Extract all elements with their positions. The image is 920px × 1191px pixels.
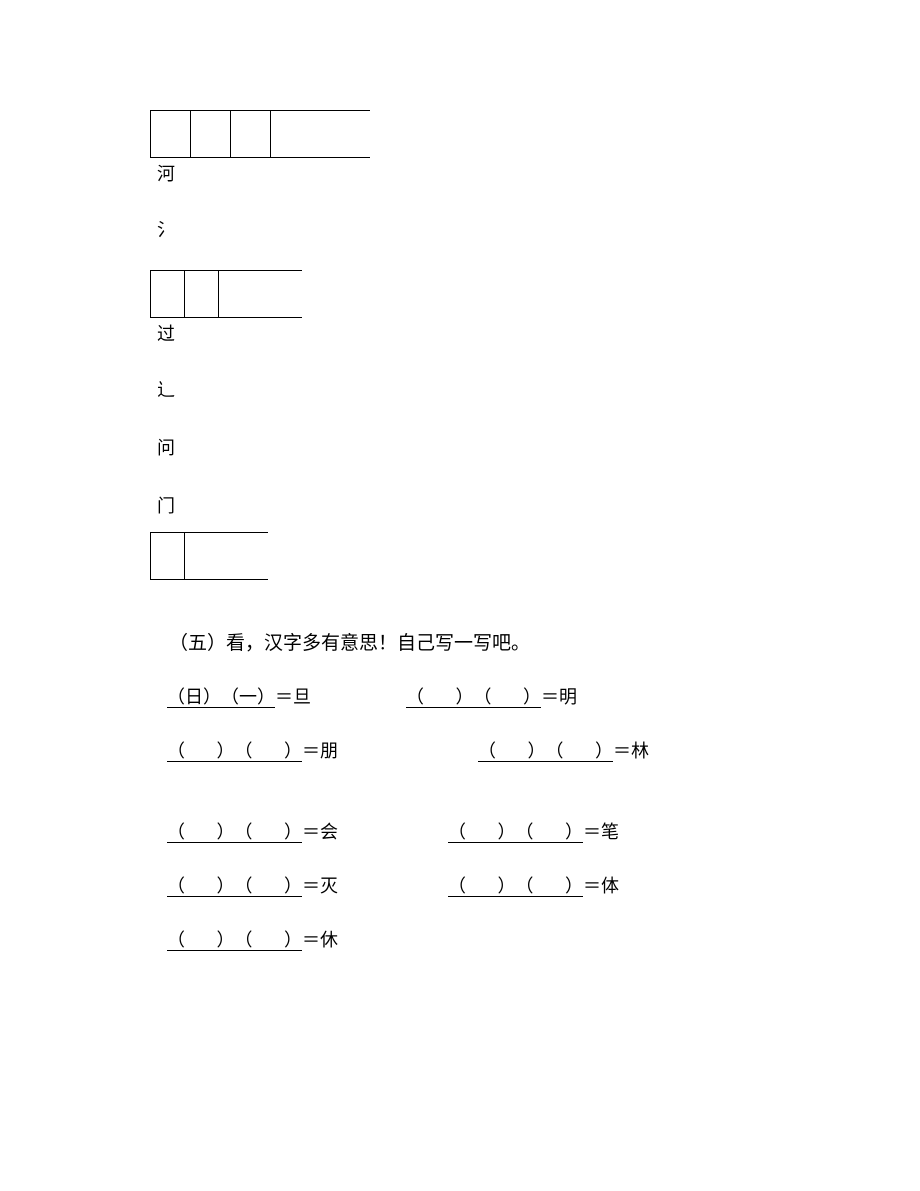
eq-part1: （ ） <box>167 872 235 898</box>
equation-row-2: （ ） （ ） ＝朋 （ ） （ ） ＝林 <box>167 737 920 763</box>
equation-row-1: （日） （一） ＝旦 （ ） （ ） ＝明 <box>167 683 920 709</box>
eq-part1: （ ） <box>167 818 235 844</box>
grid-open-segment <box>310 110 370 158</box>
eq-part1: （ ） <box>448 818 516 844</box>
eq-result: ＝笔 <box>583 818 619 844</box>
eq-result: ＝会 <box>302 818 338 844</box>
equation-mie[interactable]: （ ） （ ） ＝灭 <box>167 872 338 898</box>
eq-result: ＝休 <box>302 926 338 952</box>
equation-bi[interactable]: （ ） （ ） ＝笔 <box>448 818 619 844</box>
grid-open-segment <box>218 532 268 580</box>
grid-cell[interactable] <box>218 270 252 318</box>
eq-result: ＝旦 <box>275 683 311 709</box>
equation-ti[interactable]: （ ） （ ） ＝体 <box>448 872 619 898</box>
eq-part1: （ ） <box>478 737 546 763</box>
equation-hui[interactable]: （ ） （ ） ＝会 <box>167 818 338 844</box>
eq-part2: （ ） <box>516 872 584 898</box>
eq-result: ＝林 <box>613 737 649 763</box>
grid-cell[interactable] <box>190 110 230 158</box>
eq-part2: （ ） <box>235 818 303 844</box>
eq-part2: （ ） <box>235 926 303 952</box>
eq-part1: （ ） <box>406 683 474 709</box>
grid-cell[interactable] <box>184 532 218 580</box>
char-label-he: 河 <box>157 160 920 186</box>
char-label-wen: 问 <box>157 434 920 460</box>
eq-part1: （ ） <box>448 872 516 898</box>
eq-result: ＝体 <box>583 872 619 898</box>
equation-row-3: （ ） （ ） ＝会 （ ） （ ） ＝笔 <box>167 818 920 844</box>
worksheet-content: 河 氵 过 辶 问 门 （五）看，汉字多有意思！自己写一写吧。 （日） （一） … <box>0 0 920 952</box>
cell-row-1 <box>150 110 920 158</box>
grid-cell[interactable] <box>230 110 270 158</box>
equation-ming[interactable]: （ ） （ ） ＝明 <box>406 683 577 709</box>
eq-result: ＝朋 <box>302 737 338 763</box>
equation-dan[interactable]: （日） （一） ＝旦 <box>167 683 311 709</box>
equation-lin[interactable]: （ ） （ ） ＝林 <box>478 737 649 763</box>
eq-part2: （ ） <box>235 872 303 898</box>
grid-cell[interactable] <box>184 270 218 318</box>
eq-part2: （ ） <box>546 737 614 763</box>
eq-part1: （日） <box>167 683 221 709</box>
equation-xiu[interactable]: （ ） （ ） ＝休 <box>167 926 338 952</box>
cell-row-2 <box>150 270 920 318</box>
section-5-title: （五）看，汉字多有意思！自己写一写吧。 <box>169 628 920 655</box>
grid-cell[interactable] <box>150 270 184 318</box>
eq-part2: （一） <box>221 683 275 709</box>
grid-cell[interactable] <box>270 110 310 158</box>
eq-part1: （ ） <box>167 926 235 952</box>
grid-cell[interactable] <box>150 532 184 580</box>
eq-result: ＝明 <box>541 683 577 709</box>
eq-part2: （ ） <box>235 737 303 763</box>
grid-cell[interactable] <box>150 110 190 158</box>
equation-peng[interactable]: （ ） （ ） ＝朋 <box>167 737 338 763</box>
cell-row-3 <box>150 532 920 580</box>
grid-open-segment <box>252 270 302 318</box>
char-label-men: 门 <box>157 492 920 518</box>
equation-row-4: （ ） （ ） ＝灭 （ ） （ ） ＝体 <box>167 872 920 898</box>
eq-part2: （ ） <box>516 818 584 844</box>
radical-walk: 辶 <box>157 376 920 402</box>
char-label-guo: 过 <box>157 320 920 346</box>
eq-part1: （ ） <box>167 737 235 763</box>
radical-water: 氵 <box>157 216 920 242</box>
equation-row-5: （ ） （ ） ＝休 <box>167 926 920 952</box>
eq-result: ＝灭 <box>302 872 338 898</box>
eq-part2: （ ） <box>474 683 542 709</box>
